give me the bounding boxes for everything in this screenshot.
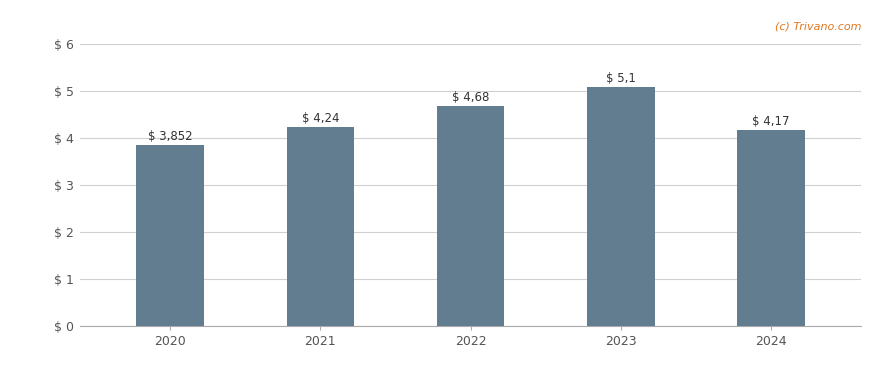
Bar [437, 106, 504, 326]
Text: $ 4,24: $ 4,24 [302, 112, 339, 125]
Text: $ 4,68: $ 4,68 [452, 91, 489, 104]
Bar [737, 130, 805, 326]
Text: $ 5,1: $ 5,1 [606, 72, 636, 85]
Bar [136, 145, 204, 326]
Text: (c) Trivano.com: (c) Trivano.com [775, 22, 861, 32]
Bar [287, 127, 354, 326]
Text: $ 4,17: $ 4,17 [752, 115, 790, 128]
Text: $ 3,852: $ 3,852 [147, 130, 193, 143]
Bar [587, 87, 654, 326]
